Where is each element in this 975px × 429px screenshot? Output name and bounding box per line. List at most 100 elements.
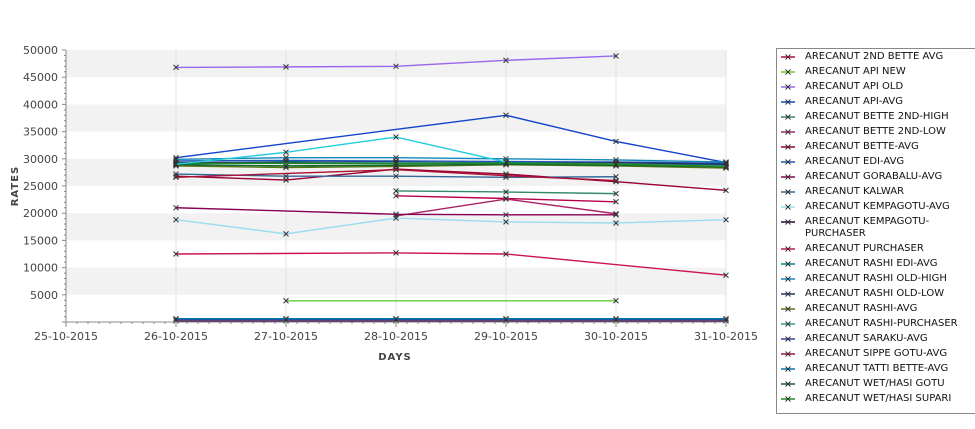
legend-marker-icon (781, 201, 795, 213)
legend-item: ARECANUT WET/HASI SUPARI (777, 391, 975, 406)
y-tick-label: 25000 (23, 180, 58, 193)
series-line (175, 157, 727, 163)
x-tick-label: 27-10-2015 (254, 330, 318, 343)
data-point (173, 315, 179, 322)
legend-item: ARECANUT SARAKU-AVG (777, 331, 975, 346)
y-tick-label: 10000 (23, 262, 58, 275)
data-point (613, 315, 619, 322)
legend-item: ARECANUT KEMPAGOTU-PURCHASER (777, 214, 975, 241)
legend-item: ARECANUT RASHI OLD-LOW (777, 286, 975, 301)
data-point (503, 211, 509, 218)
legend-marker-icon (781, 51, 795, 63)
legend-item: ARECANUT API NEW (777, 64, 975, 79)
y-tick-label: 50000 (23, 44, 58, 57)
data-point (393, 160, 399, 167)
legend-marker-icon (781, 258, 795, 270)
data-point (283, 163, 289, 169)
y-tick-label: 15000 (23, 234, 58, 247)
data-point (393, 315, 399, 322)
legend-marker-icon (781, 66, 795, 78)
data-point (613, 190, 619, 197)
legend-marker-icon (781, 141, 795, 153)
series-2 (283, 297, 619, 304)
y-tick-label: 20000 (23, 207, 58, 220)
legend-label: ARECANUT 2ND BETTE AVG (805, 51, 944, 62)
data-point (613, 161, 619, 168)
legend-marker-icon (781, 348, 795, 360)
legend-label: ARECANUT BETTE 2ND-HIGH (805, 111, 949, 122)
x-tick-label: 31-10-2015 (694, 330, 758, 343)
legend-marker-icon (781, 393, 795, 405)
series-line (175, 114, 727, 164)
legend-item: ARECANUT 2ND BETTE AVG (777, 49, 975, 64)
legend-item: ARECANUT RASHI-PURCHASER (777, 316, 975, 331)
data-point (723, 315, 729, 322)
data-point (173, 160, 179, 167)
legend-item: ARECANUT GORABALU-AVG (777, 169, 975, 184)
series-13 (173, 250, 729, 279)
data-point (173, 64, 179, 71)
legend-marker-icon (781, 303, 795, 315)
legend-label: ARECANUT EDI-AVG (805, 156, 905, 167)
x-tick-label: 28-10-2015 (364, 330, 428, 343)
data-point (283, 173, 289, 180)
legend-item: ARECANUT PURCHASER (777, 241, 975, 256)
data-point (393, 134, 399, 140)
legend-item: ARECANUT KALWAR (777, 184, 975, 199)
data-point (613, 198, 619, 205)
legend-item: ARECANUT KEMPAGOTU-AVG (777, 199, 975, 214)
data-point (283, 149, 289, 156)
line-chart: 5000 10000 15000 20000 25000 30000 35000 40000 4… (10, 44, 758, 363)
legend-label: ARECANUT KEMPAGOTU-AVG (805, 201, 950, 212)
data-point (723, 272, 729, 279)
data-point (283, 231, 289, 237)
y-tick-label: 45000 (23, 71, 58, 84)
legend-marker-icon (781, 378, 795, 390)
data-point (173, 161, 179, 168)
legend-label: ARECANUT RASHI-AVG (805, 303, 918, 314)
data-point (283, 154, 289, 161)
data-point (393, 188, 399, 194)
series-line (175, 168, 727, 192)
legend-item: ARECANUT BETTE 2ND-LOW (777, 124, 975, 139)
series-24 (173, 134, 509, 168)
data-point (173, 251, 179, 257)
data-point (283, 297, 289, 304)
legend-item: ARECANUT BETTE-AVG (777, 139, 975, 154)
legend-marker-icon (781, 81, 795, 93)
legend-marker-icon (781, 96, 795, 108)
series-3 (173, 53, 619, 71)
data-point (613, 211, 619, 218)
y-axis-title: RATES (10, 166, 21, 207)
data-point (393, 63, 399, 70)
series-21 (173, 315, 729, 322)
y-tick-label: 5000 (30, 289, 58, 302)
data-point (503, 219, 509, 225)
data-point (613, 297, 619, 304)
legend-label: ARECANUT SARAKU-AVG (805, 333, 928, 344)
legend-label: ARECANUT TATTI BETTE-AVG (805, 363, 949, 374)
legend-marker-icon (781, 216, 795, 228)
legend-marker-icon (781, 126, 795, 138)
data-point (503, 189, 509, 195)
series-11 (173, 215, 729, 237)
data-point (503, 172, 509, 179)
legend-marker-icon (781, 171, 795, 183)
legend-label: ARECANUT RASHI-PURCHASER (805, 318, 958, 329)
series-line (175, 136, 507, 165)
legend-marker-icon (781, 288, 795, 300)
series-line (175, 163, 727, 168)
data-point (723, 216, 729, 223)
data-point (613, 220, 619, 226)
legend-item: ARECANUT SIPPE GOTU-AVG (777, 346, 975, 361)
series-line (175, 207, 616, 216)
legend-label: ARECANUT KEMPAGOTU-PURCHASER (805, 216, 930, 239)
legend-item: ARECANUT RASHI-AVG (777, 301, 975, 316)
data-point (173, 204, 179, 211)
data-point (283, 64, 289, 70)
y-tick-label: 30000 (23, 153, 58, 166)
data-point (173, 216, 179, 223)
legend-marker-icon (781, 273, 795, 285)
series-layer (173, 53, 729, 324)
data-point (613, 177, 619, 184)
